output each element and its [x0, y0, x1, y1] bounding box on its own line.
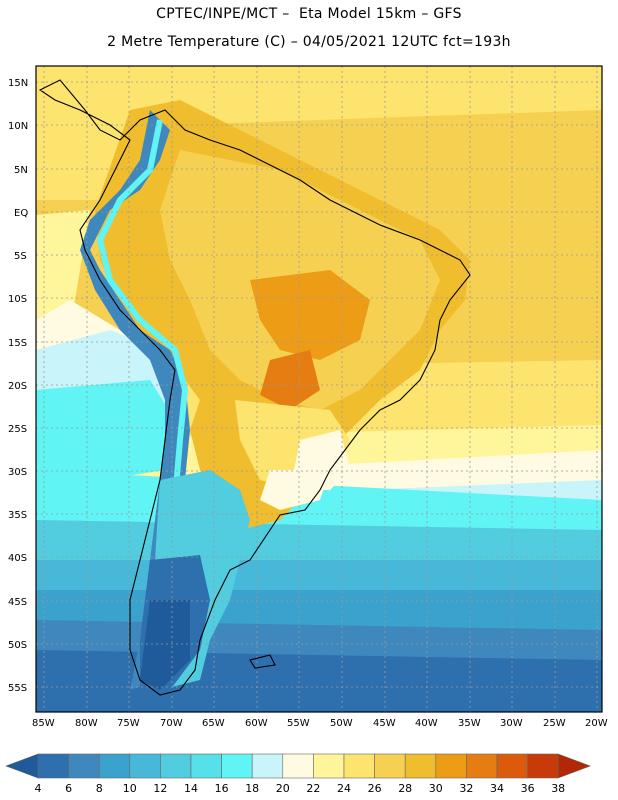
lat-label: 25S [8, 424, 27, 435]
colorbar-swatch [374, 753, 406, 779]
graticule [36, 66, 602, 712]
colorbar-swatch [98, 753, 131, 779]
colorbar-label: 20 [276, 782, 290, 795]
colorbar-swatch [435, 753, 467, 779]
coastlines [38, 79, 471, 696]
colorbar-swatch [68, 753, 100, 779]
lat-label: 15N [8, 78, 28, 89]
colorbar-label: 4 [35, 782, 42, 795]
colorbar-label: 38 [551, 782, 565, 795]
colorbar-label: 24 [337, 782, 351, 795]
colorbar-label: 6 [65, 782, 72, 795]
lat-label: 30S [8, 467, 27, 478]
colorbar-label: 22 [306, 782, 320, 795]
colorbar-label: 30 [429, 782, 443, 795]
lon-label: 55W [287, 718, 310, 729]
colorbar-swatch [251, 753, 284, 779]
latitude-labels: 15N 10N 5N EQ 5S 10S 15S 20S 25S 30S 35S… [8, 78, 28, 694]
colorbar-label: 18 [245, 782, 259, 795]
colorbar-swatch [496, 753, 528, 779]
colorbar-label: 8 [96, 782, 103, 795]
colorbar-label: 28 [398, 782, 412, 795]
colorbar-label: 10 [123, 782, 137, 795]
colorbar-label: 32 [459, 782, 473, 795]
map-frame [35, 65, 603, 713]
title-line-2: 2 Metre Temperature (C) – 04/05/2021 12U… [107, 34, 511, 50]
colorbar-label: 16 [215, 782, 229, 795]
colorbar-swatch [343, 753, 375, 779]
title-line-1: CPTEC/INPE/MCT – Eta Model 15km – GFS [156, 6, 462, 22]
colorbar-label: 14 [184, 782, 198, 795]
longitude-labels: 85W 80W 75W 70W 65W 60W 55W 50W 45W 40W … [32, 718, 608, 729]
lat-label: 45S [8, 597, 27, 608]
colorbar-arrow-right [557, 753, 592, 779]
lon-label: 70W [160, 718, 183, 729]
lat-label: 15S [8, 338, 27, 349]
colorbar-swatch [160, 753, 192, 779]
colorbar-swatch [190, 753, 222, 779]
lon-label: 25W [543, 718, 566, 729]
colorbar-swatch [129, 753, 161, 779]
lon-label: 80W [75, 718, 98, 729]
lon-label: 65W [202, 718, 225, 729]
lon-label: 50W [330, 718, 353, 729]
lon-label: 60W [245, 718, 268, 729]
lat-label: 40S [8, 553, 27, 564]
lat-label: 20S [8, 381, 27, 392]
lat-label: 5S [14, 251, 27, 262]
colorbar-swatch [221, 753, 253, 779]
lat-label: 50S [8, 640, 27, 651]
lat-label: 55S [8, 683, 27, 694]
lat-label: EQ [14, 208, 28, 219]
lon-label: 40W [415, 718, 438, 729]
lon-label: 35W [458, 718, 481, 729]
colorbar-swatch [313, 753, 345, 779]
lat-label: 10N [8, 121, 28, 132]
colorbar-arrow-left [5, 753, 39, 779]
lon-label: 85W [32, 718, 55, 729]
temperature-field [36, 66, 602, 712]
colorbar-swatch [37, 753, 69, 779]
colorbar-swatch [527, 753, 559, 779]
colorbar-label: 34 [490, 782, 504, 795]
colorbar-label: 26 [368, 782, 382, 795]
lat-label: 10S [8, 294, 27, 305]
lon-label: 20W [585, 718, 608, 729]
colorbar: 4 6 8 10 12 14 16 18 20 22 24 26 28 30 32 34 36 38 [5, 753, 592, 795]
lat-label: 35S [8, 510, 27, 521]
colorbar-swatch [282, 753, 314, 779]
lat-label: 5N [14, 165, 28, 176]
lon-label: 75W [117, 718, 140, 729]
colorbar-label: 12 [153, 782, 167, 795]
lon-label: 45W [373, 718, 396, 729]
colorbar-swatch [404, 753, 437, 779]
lon-label: 30W [500, 718, 523, 729]
colorbar-label: 36 [521, 782, 535, 795]
colorbar-swatch [466, 753, 498, 779]
